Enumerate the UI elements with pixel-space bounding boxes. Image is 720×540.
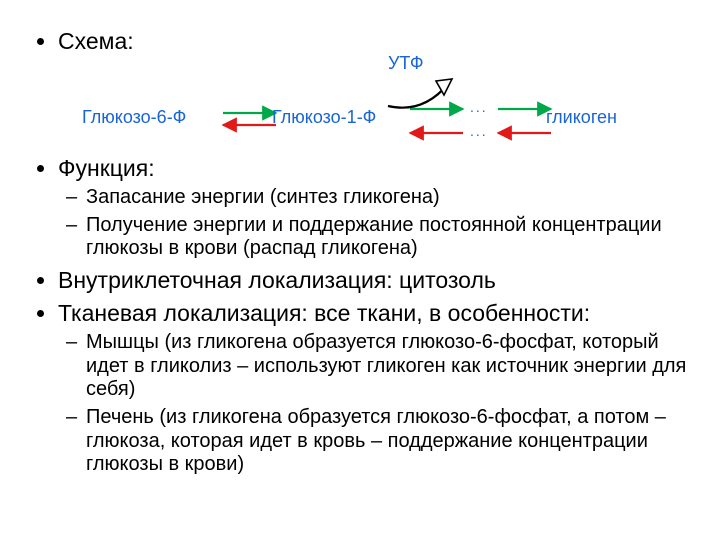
tissue-item-1: Мышцы (из гликогена образуется глюкозо-6… <box>86 331 688 402</box>
slide: Схема: УТФ Глюкозо-6-Ф Глюкозо-1-Ф <box>0 0 720 540</box>
diagram-dots-top: ... <box>470 99 488 116</box>
bullet-tissue-text: Тканевая локализация: все ткани, в особе… <box>58 300 590 326</box>
diagram-label-utp: УТФ <box>388 53 424 74</box>
bullet-function-text: Функция: <box>58 155 155 181</box>
function-item-2: Получение энергии и поддержание постоянн… <box>86 214 688 261</box>
function-sublist: Запасание энергии (синтез гликогена) Пол… <box>58 186 688 261</box>
bullet-tissue: Тканевая локализация: все ткани, в особе… <box>58 300 688 477</box>
diagram-label-g6p: Глюкозо-6-Ф <box>82 107 186 128</box>
bullet-intracellular: Внутриклеточная локализация: цитозоль <box>58 267 688 294</box>
diagram-label-g1p: Глюкозо-1-Ф <box>272 107 376 128</box>
diagram-label-glycogen: гликоген <box>546 107 617 128</box>
diagram-dots-bottom: ... <box>470 123 488 140</box>
bullet-scheme: Схема: УТФ Глюкозо-6-Ф Глюкозо-1-Ф <box>58 28 688 149</box>
diagram: УТФ Глюкозо-6-Ф Глюкозо-1-Ф гликоген ...… <box>58 49 688 149</box>
bullet-function: Функция: Запасание энергии (синтез глико… <box>58 155 688 261</box>
tissue-sublist: Мышцы (из гликогена образуется глюкозо-6… <box>58 331 688 477</box>
diagram-svg <box>58 49 658 149</box>
function-item-1: Запасание энергии (синтез гликогена) <box>86 186 688 210</box>
tissue-item-2: Печень (из гликогена образуется глюкозо-… <box>86 406 688 477</box>
bullet-list: Схема: УТФ Глюкозо-6-Ф Глюкозо-1-Ф <box>32 28 688 477</box>
